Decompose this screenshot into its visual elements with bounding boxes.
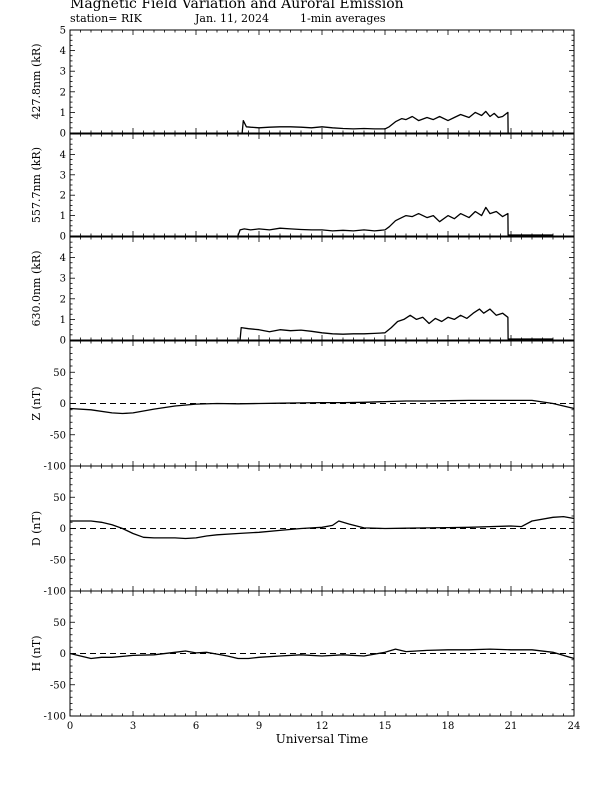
y-axis-label-D: D (nT) bbox=[30, 511, 43, 546]
y-axis-label-557: 557.7nm (kR) bbox=[30, 147, 43, 223]
y-tick-label: 3 bbox=[60, 67, 66, 78]
y-tick-label: 4 bbox=[60, 253, 66, 264]
y-tick-label: -50 bbox=[50, 430, 66, 441]
y-tick-label: 3 bbox=[60, 274, 66, 285]
series-line-630 bbox=[239, 308, 553, 340]
series-line-427 bbox=[241, 110, 509, 133]
panel-frame-630 bbox=[69, 236, 575, 341]
series-line-Z bbox=[69, 399, 575, 415]
y-tick-label: 0 bbox=[60, 524, 66, 535]
y-tick-label: 1 bbox=[60, 211, 66, 222]
y-axis-label-Z: Z (nT) bbox=[30, 386, 43, 420]
y-tick-label: 2 bbox=[60, 191, 66, 202]
y-tick-label: 50 bbox=[53, 618, 66, 629]
y-tick-label: 1 bbox=[60, 315, 66, 326]
y-tick-label: 4 bbox=[60, 46, 66, 57]
series-line-H bbox=[69, 648, 575, 660]
y-tick-label: 0 bbox=[60, 129, 66, 140]
y-tick-label: 0 bbox=[60, 399, 66, 410]
date-label: Jan. 11, 2024 bbox=[195, 12, 270, 25]
x-tick-label: 18 bbox=[442, 721, 455, 732]
station-label: station= RIK bbox=[70, 12, 142, 25]
y-tick-label: 0 bbox=[60, 649, 66, 660]
y-tick-label: -50 bbox=[50, 555, 66, 566]
y-tick-label: -100 bbox=[44, 462, 66, 473]
x-tick-label: 6 bbox=[193, 721, 199, 732]
series-line-D bbox=[70, 515, 575, 540]
x-tick-label: 9 bbox=[256, 721, 262, 732]
y-tick-label: 50 bbox=[53, 368, 66, 379]
y-tick-label: 5 bbox=[60, 26, 66, 37]
x-tick-label: 0 bbox=[67, 721, 73, 732]
x-tick-label: 24 bbox=[568, 721, 581, 732]
panel-frame-557 bbox=[69, 133, 575, 237]
y-tick-label: 2 bbox=[60, 294, 66, 305]
y-tick-label: 0 bbox=[60, 232, 66, 243]
x-tick-label: 15 bbox=[379, 721, 392, 732]
averaging-label: 1-min averages bbox=[300, 12, 386, 25]
y-tick-label: 4 bbox=[60, 150, 66, 161]
y-tick-label: 50 bbox=[53, 493, 66, 504]
y-tick-label: -100 bbox=[44, 587, 66, 598]
y-tick-label: 0 bbox=[60, 336, 66, 347]
y-tick-label: -100 bbox=[44, 712, 66, 723]
x-tick-label: 12 bbox=[316, 721, 329, 732]
chart-title: Magnetic Field Variation and Auroral Emi… bbox=[70, 0, 404, 12]
y-axis-label-H: H (nT) bbox=[30, 635, 43, 671]
x-tick-label: 21 bbox=[505, 721, 518, 732]
series-line-557 bbox=[237, 206, 553, 236]
x-tick-label: 3 bbox=[130, 721, 136, 732]
y-tick-label: 3 bbox=[60, 170, 66, 181]
y-axis-label-427: 427.8nm (kR) bbox=[30, 43, 43, 119]
x-axis-label: Universal Time bbox=[276, 732, 369, 746]
y-tick-label: -50 bbox=[50, 680, 66, 691]
y-axis-label-630: 630.0nm (kR) bbox=[30, 250, 43, 326]
y-tick-label: 2 bbox=[60, 87, 66, 98]
y-tick-label: 1 bbox=[60, 108, 66, 119]
